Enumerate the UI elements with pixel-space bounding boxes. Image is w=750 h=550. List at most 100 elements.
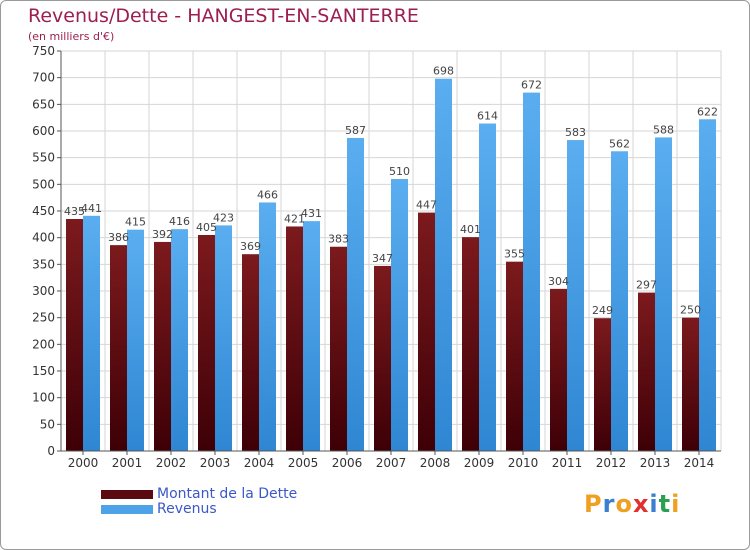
x-tick-label: 2003 xyxy=(200,456,231,470)
data-label-dette: 304 xyxy=(548,275,569,288)
y-tick-label: 150 xyxy=(32,364,55,378)
x-tick-label: 2012 xyxy=(596,456,627,470)
proxiti-logo: Proxiti xyxy=(584,490,680,518)
data-label-revenus: 583 xyxy=(565,126,586,139)
x-tick-label: 2007 xyxy=(376,456,407,470)
chart-subtitle: (en milliers d'€) xyxy=(28,30,115,43)
data-label-dette: 421 xyxy=(284,212,305,225)
bar-dette xyxy=(110,245,127,451)
data-label-dette: 383 xyxy=(328,233,349,246)
legend-swatch-dette xyxy=(101,490,153,499)
y-tick-label: 600 xyxy=(32,124,55,138)
bar-revenus xyxy=(435,78,452,451)
bar-revenus xyxy=(611,151,628,451)
bar-dette xyxy=(506,261,523,451)
data-label-revenus: 415 xyxy=(125,216,146,229)
x-tick-label: 2000 xyxy=(68,456,99,470)
bar-dette xyxy=(462,237,479,451)
x-tick-label: 2001 xyxy=(112,456,143,470)
data-label-revenus: 466 xyxy=(257,188,278,201)
logo-letter: i xyxy=(649,490,659,518)
axes: 0 50 100 150 200 250 300 350 400 450 500 550 600 650 7… xyxy=(32,44,721,470)
bar-dette xyxy=(242,254,259,451)
logo-letter: t xyxy=(658,490,672,518)
logo-letter: i xyxy=(671,490,681,518)
data-label-dette: 347 xyxy=(372,252,393,265)
bar-revenus xyxy=(479,123,496,452)
bar-revenus xyxy=(171,229,188,451)
y-tick-label: 450 xyxy=(32,204,55,218)
data-label-revenus: 423 xyxy=(213,211,234,224)
x-tick-label: 2011 xyxy=(552,456,583,470)
bar-revenus xyxy=(303,221,320,451)
bar-dette xyxy=(638,292,655,451)
data-label-revenus: 416 xyxy=(169,215,190,228)
bar-dette xyxy=(198,235,215,451)
data-label-revenus: 672 xyxy=(521,79,542,92)
logo-letter: x xyxy=(632,490,650,518)
data-label-dette: 297 xyxy=(636,279,657,292)
bar-dette xyxy=(66,219,83,451)
bar-dette xyxy=(682,317,699,451)
x-tick-label: 2010 xyxy=(508,456,539,470)
chart-title: Revenus/Dette - HANGEST-EN-SANTERRE xyxy=(28,5,419,27)
bar-dette xyxy=(154,241,171,451)
legend-swatch-revenus xyxy=(101,505,153,514)
y-tick-label: 50 xyxy=(40,417,55,431)
bar-dette xyxy=(594,318,611,451)
x-tick-label: 2004 xyxy=(244,456,275,470)
bars xyxy=(66,78,716,452)
data-label-dette: 447 xyxy=(416,199,437,212)
bar-dette xyxy=(286,226,303,451)
y-tick-label: 200 xyxy=(32,337,55,351)
data-label-dette: 355 xyxy=(504,248,525,261)
legend-label-revenus: Revenus xyxy=(157,501,217,517)
data-label-dette: 392 xyxy=(152,228,173,241)
data-label-dette: 386 xyxy=(108,231,129,244)
data-label-revenus: 588 xyxy=(653,123,674,136)
data-label-dette: 369 xyxy=(240,240,261,253)
bar-revenus xyxy=(699,119,716,452)
bar-revenus xyxy=(347,137,364,451)
bar-revenus xyxy=(391,179,408,451)
y-tick-label: 300 xyxy=(32,284,55,298)
bar-revenus xyxy=(523,92,540,451)
data-label-dette: 435 xyxy=(64,205,85,218)
bar-dette xyxy=(550,288,567,451)
data-label-revenus: 510 xyxy=(389,165,410,178)
x-tick-label: 2014 xyxy=(684,456,715,470)
bar-revenus xyxy=(655,137,672,451)
data-label-revenus: 622 xyxy=(697,105,718,118)
data-label-revenus: 562 xyxy=(609,137,630,150)
data-label-revenus: 441 xyxy=(81,202,102,215)
legend-label-dette: Montant de la Dette xyxy=(157,486,298,502)
logo-letter: r xyxy=(602,490,616,518)
x-tick-label: 2008 xyxy=(420,456,451,470)
y-tick-label: 0 xyxy=(47,444,55,458)
x-tick-label: 2009 xyxy=(464,456,495,470)
bar-dette xyxy=(374,265,391,451)
y-tick-label: 500 xyxy=(32,177,55,191)
logo-letter: o xyxy=(615,490,633,518)
data-label-revenus: 587 xyxy=(345,124,366,137)
data-label-dette: 250 xyxy=(680,304,701,317)
bar-revenus xyxy=(215,225,232,451)
x-tick-label: 2006 xyxy=(332,456,363,470)
data-label-dette: 401 xyxy=(460,223,481,236)
bar-revenus xyxy=(83,215,100,451)
x-tick-label: 2013 xyxy=(640,456,671,470)
bar-revenus xyxy=(127,229,144,451)
y-tick-label: 700 xyxy=(32,71,55,85)
x-tick-label: 2002 xyxy=(156,456,187,470)
data-label-revenus: 614 xyxy=(477,110,498,123)
bar-revenus xyxy=(567,140,584,452)
y-tick-label: 400 xyxy=(32,231,55,245)
data-label-revenus: 431 xyxy=(301,207,322,220)
data-label-revenus: 698 xyxy=(433,65,454,78)
y-tick-label: 650 xyxy=(32,97,55,111)
y-tick-label: 750 xyxy=(32,44,55,58)
data-label-dette: 249 xyxy=(592,304,613,317)
